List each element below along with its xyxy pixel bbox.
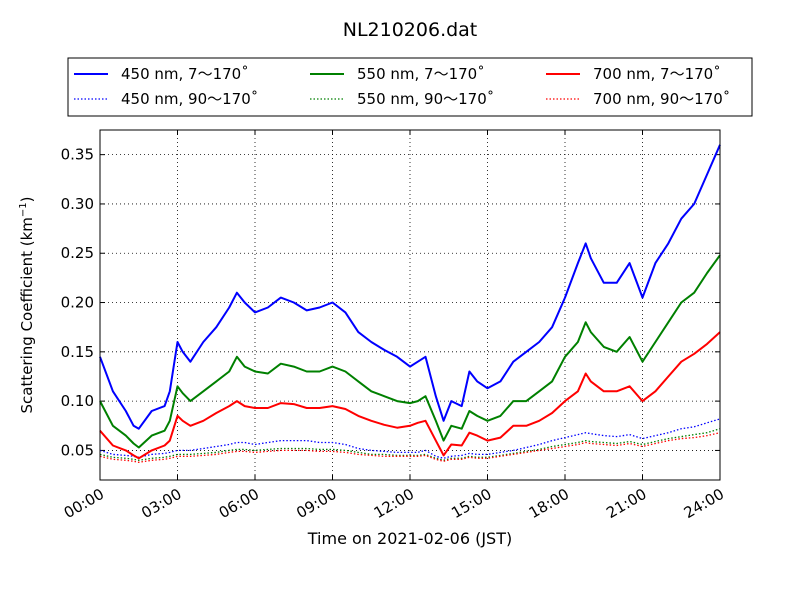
series-line-4 xyxy=(99,428,721,461)
y-tick-label: 0.15 xyxy=(61,343,94,361)
y-axis-label: Scattering Coefficient (km−1) xyxy=(18,196,36,413)
legend: 450 nm, 7～170˚ 550 nm, 7～170˚ 700 nm, 7～17… xyxy=(67,57,753,117)
chart-title: NL210206.dat xyxy=(343,19,478,41)
legend-label: 550 nm, 90～170˚ xyxy=(357,90,494,108)
y-axis-label-close: ) xyxy=(18,196,36,202)
y-axis: 0.05 0.10 0.15 0.20 0.25 0.30 0.35 xyxy=(61,146,720,459)
y-tick-label: 0.10 xyxy=(61,392,94,410)
x-tick-label: 18:00 xyxy=(526,485,572,522)
series-line-3 xyxy=(99,418,721,459)
x-tick-label: 12:00 xyxy=(371,485,417,522)
series-line-5 xyxy=(99,432,721,463)
y-tick-label: 0.05 xyxy=(61,441,94,459)
y-tick-label: 0.30 xyxy=(61,195,94,213)
x-tick-label: 24:00 xyxy=(681,485,727,522)
y-axis-label-sup: −1 xyxy=(18,202,29,217)
x-tick-label: 09:00 xyxy=(293,485,339,522)
x-axis-label: Time on 2021-02-06 (JST) xyxy=(307,529,512,548)
legend-frame xyxy=(67,57,753,117)
legend-label: 450 nm, 90～170˚ xyxy=(121,90,258,108)
legend-label: 450 nm, 7～170˚ xyxy=(121,65,249,83)
series-lines xyxy=(99,144,721,463)
plot-border xyxy=(99,129,721,481)
x-tick-label: 00:00 xyxy=(61,485,107,522)
legend-label: 550 nm, 7～170˚ xyxy=(357,65,485,83)
series-line-0 xyxy=(99,144,721,430)
legend-label: 700 nm, 90～170˚ xyxy=(593,90,730,108)
x-tick-label: 15:00 xyxy=(448,485,494,522)
plot-area: 00:00 03:00 06:00 09:00 12:00 15:00 18:00 21:00… xyxy=(61,129,727,522)
series-line-1 xyxy=(99,254,721,449)
y-tick-label: 0.35 xyxy=(61,146,94,164)
y-tick-label: 0.25 xyxy=(61,244,94,262)
y-tick-label: 0.20 xyxy=(61,294,94,312)
x-tick-label: 03:00 xyxy=(138,485,184,522)
x-tick-label: 06:00 xyxy=(216,485,262,522)
x-tick-label: 21:00 xyxy=(603,485,649,522)
series-line-2 xyxy=(99,331,721,460)
legend-label: 700 nm, 7～170˚ xyxy=(593,65,721,83)
y-axis-label-main: Scattering Coefficient (km xyxy=(18,217,36,413)
